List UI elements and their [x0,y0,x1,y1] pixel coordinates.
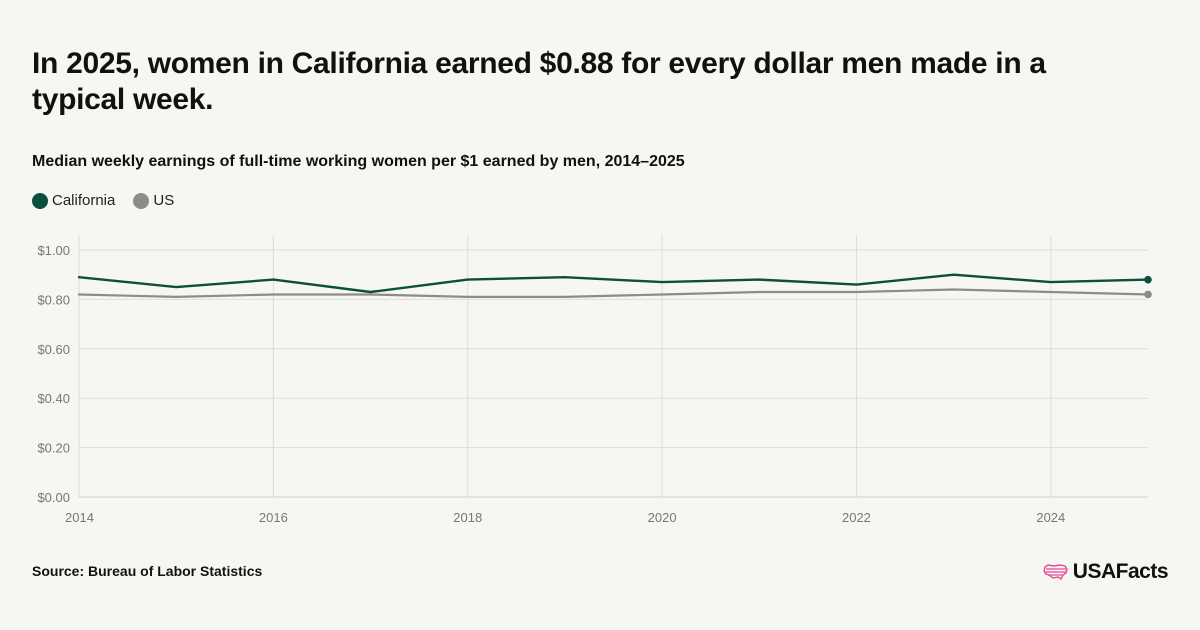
legend-swatch-california [32,192,48,209]
x-tick-label: 2014 [65,510,94,525]
y-tick-label: $0.20 [37,441,70,456]
y-tick-label: $0.60 [37,342,70,357]
y-tick-label: $0.80 [37,292,70,307]
series-line-us [77,288,1150,299]
legend-item-california: California [32,192,115,209]
legend-item-us: US [133,192,174,209]
source-note: Source: Bureau of Labor Statistics [32,563,263,579]
us-map-stripes-icon [1043,564,1068,581]
x-tick-label: 2020 [648,510,677,525]
brand-name: USAFacts [1072,560,1169,583]
series-endpoint-us [1144,290,1152,299]
brand-logo: USAFacts [1043,560,1169,584]
legend-swatch-us [133,192,150,209]
x-tick-label: 2024 [1036,510,1065,525]
y-tick-label: $1.00 [37,243,70,258]
chart-legend: California US [32,192,174,209]
legend-label-california: California [52,192,116,209]
line-chart: $0.00 $0.20 $0.40 $0.60 $0.80 $1.00 2014 2016 20… [37,235,1152,525]
x-tick-label: 2016 [259,510,288,525]
legend-label-us: US [153,192,175,209]
series-endpoint-california [1144,275,1152,284]
x-tick-label: 2022 [842,510,871,525]
x-tick-label: 2018 [453,510,482,525]
series-line-california [77,273,1150,294]
y-tick-label: $0.00 [37,490,70,505]
chart-subtitle: Median weekly earnings of full-time work… [32,153,685,170]
headline: In 2025, women in California earned $0.8… [32,47,1046,116]
y-tick-label: $0.40 [37,391,70,406]
